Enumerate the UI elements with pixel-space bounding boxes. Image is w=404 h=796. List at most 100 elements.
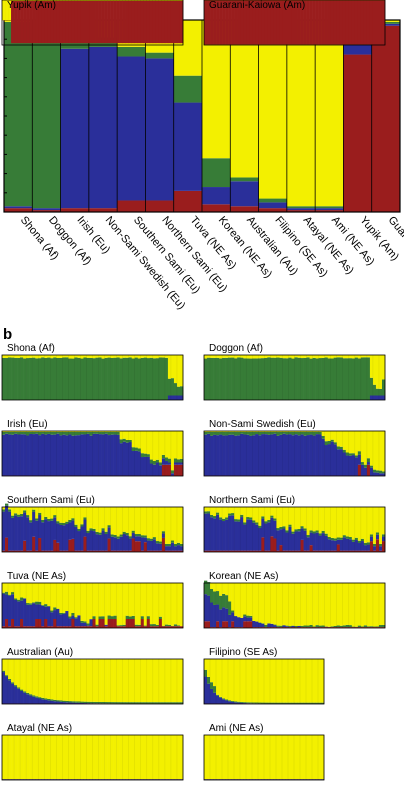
individual-bar-blue — [86, 625, 90, 627]
individual-bar-yellow — [80, 0, 84, 1]
individual-bar-blue — [29, 695, 33, 704]
individual-bar-blue — [336, 449, 341, 476]
individual-bar-yellow — [234, 735, 238, 780]
individual-bar-red — [267, 0, 271, 45]
individual-bar-green — [137, 624, 142, 627]
individual-bar-yellow — [327, 431, 331, 441]
individual-bar-red — [143, 542, 148, 552]
individual-bar-yellow — [80, 583, 84, 621]
individual-bar-yellow — [231, 735, 235, 780]
individual-bar-yellow — [348, 583, 353, 626]
individual-bar-yellow — [146, 507, 151, 539]
individual-bar-yellow — [65, 0, 69, 1]
individual-bar-green — [14, 431, 18, 434]
individual-bar-green — [261, 431, 265, 435]
individual-bar-green — [312, 357, 316, 400]
individual-bar-blue — [98, 534, 102, 551]
individual-bar-yellow — [35, 355, 39, 359]
individual-bar-green — [372, 543, 377, 547]
bar-12-green — [315, 206, 344, 209]
individual-bar-yellow — [104, 0, 108, 1]
individual-bar-green — [309, 530, 313, 533]
individual-bar-yellow — [249, 355, 253, 359]
individual-bar-green — [41, 357, 45, 400]
panel-frame — [203, 506, 386, 553]
individual-bar-yellow — [155, 735, 160, 780]
individual-bar-green — [249, 702, 253, 704]
individual-bar-red — [17, 626, 21, 628]
individual-bar-blue — [258, 435, 262, 476]
individual-bar-yellow — [125, 507, 129, 533]
individual-bar-blue — [65, 702, 69, 704]
individual-bar-blue — [170, 542, 175, 551]
individual-bar-yellow — [351, 431, 356, 454]
bar-9-yellow — [230, 20, 259, 178]
individual-bar-red — [261, 0, 265, 45]
individual-bar-blue — [228, 515, 232, 551]
individual-bar-yellow — [228, 583, 232, 602]
individual-bar-green — [29, 694, 33, 696]
individual-bar-yellow — [116, 355, 120, 358]
individual-bar-yellow — [11, 659, 15, 683]
individual-bar-blue — [89, 530, 93, 551]
individual-bar-yellow — [146, 735, 151, 780]
individual-bar-red — [50, 626, 54, 628]
individual-bar-yellow — [32, 0, 36, 1]
individual-bar-yellow — [38, 735, 42, 780]
individual-bar-green — [204, 580, 208, 595]
individual-bar-blue — [231, 701, 235, 704]
individual-bar-yellow — [225, 583, 229, 596]
individual-bar-green — [375, 626, 380, 628]
individual-bar-red — [149, 0, 154, 44]
individual-bar-yellow — [98, 355, 102, 358]
individual-bar-blue — [68, 618, 72, 627]
individual-bar-yellow — [261, 431, 265, 432]
individual-bar-green — [44, 357, 48, 400]
bar-13-red — [343, 54, 372, 213]
bar-6-green — [145, 52, 174, 59]
individual-bar-green — [149, 357, 154, 400]
individual-bar-green — [158, 541, 163, 544]
individual-bar-yellow — [41, 431, 45, 432]
individual-bar-yellow — [243, 507, 247, 523]
individual-bar-blue — [74, 435, 78, 476]
individual-bar-yellow — [276, 355, 280, 358]
individual-bar-blue — [213, 604, 217, 628]
individual-bar-blue — [41, 522, 45, 551]
individual-bar-yellow — [2, 735, 6, 780]
individual-bar-red — [351, 0, 356, 45]
individual-bar-yellow — [312, 735, 316, 780]
individual-bar-red — [164, 0, 169, 44]
population-title: Yupik (Am) — [7, 0, 56, 11]
individual-bar-blue — [378, 395, 383, 400]
individual-bar-blue — [204, 434, 208, 476]
individual-bar-yellow — [17, 0, 21, 1]
individual-bar-blue — [140, 537, 145, 551]
individual-bar-yellow — [327, 507, 331, 537]
individual-bar-yellow — [315, 355, 319, 359]
individual-bar-green — [339, 625, 344, 628]
individual-bar-red — [210, 550, 214, 552]
individual-bar-yellow — [225, 735, 229, 780]
individual-bar-red — [321, 0, 325, 45]
individual-bar-red — [348, 627, 353, 628]
individual-bar-green — [53, 431, 57, 435]
individual-bar-blue — [65, 523, 69, 551]
individual-bar-yellow — [225, 431, 229, 432]
individual-bar-yellow — [234, 659, 238, 702]
individual-bar-blue — [62, 613, 66, 627]
individual-bar-yellow — [140, 583, 145, 617]
individual-bar-green — [342, 535, 347, 538]
individual-bar-red — [333, 550, 338, 552]
individual-bar-red — [255, 627, 259, 628]
individual-bar-blue — [32, 434, 36, 476]
individual-bar-red — [294, 550, 298, 552]
individual-bar-green — [137, 702, 142, 704]
individual-bar-green — [345, 358, 350, 400]
individual-bar-yellow — [74, 507, 78, 525]
individual-bar-red — [309, 627, 313, 628]
individual-bar-blue — [300, 528, 304, 540]
individual-bar-yellow — [264, 431, 268, 432]
individual-bar-green — [333, 442, 338, 445]
individual-bar-yellow — [279, 583, 283, 626]
